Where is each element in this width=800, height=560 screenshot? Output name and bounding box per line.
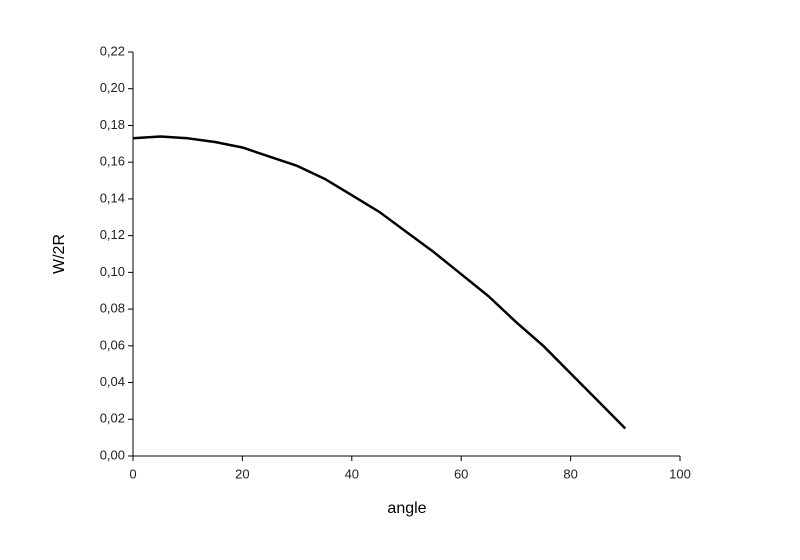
y-tick-label: 0,14	[100, 190, 125, 205]
y-tick-label: 0,08	[100, 301, 125, 316]
x-tick-label: 40	[345, 466, 359, 481]
x-axis-title: angle	[387, 500, 426, 517]
y-tick-label: 0,22	[100, 43, 125, 58]
y-tick-label: 0,04	[100, 374, 125, 389]
x-tick-label: 0	[129, 466, 136, 481]
x-tick-label: 20	[235, 466, 249, 481]
y-tick-label: 0,10	[100, 264, 125, 279]
data-line	[132, 135, 627, 430]
y-tick-label: 0,00	[100, 447, 125, 462]
x-tick-label: 60	[454, 466, 468, 481]
x-tick-label: 80	[563, 466, 577, 481]
y-tick-label: 0,12	[100, 227, 125, 242]
x-tick-label: 100	[669, 466, 691, 481]
y-axis-title: W/2R	[51, 234, 68, 274]
y-tick-label: 0,18	[100, 117, 125, 132]
y-tick-label: 0,20	[100, 80, 125, 95]
y-tick-label: 0,02	[100, 411, 125, 426]
y-tick-label: 0,06	[100, 337, 125, 352]
y-tick-label: 0,16	[100, 154, 125, 169]
